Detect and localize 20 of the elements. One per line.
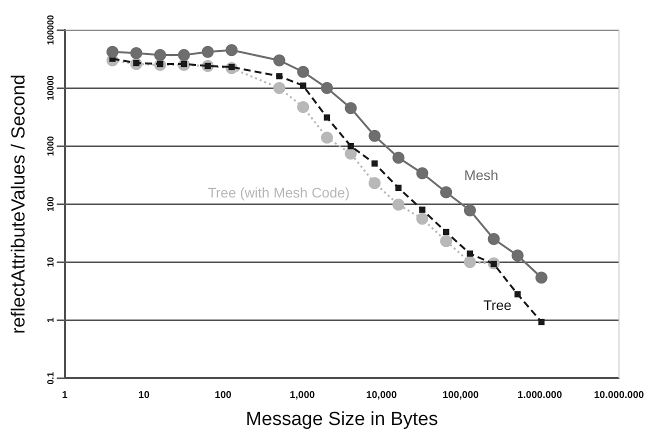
x-tick-label: 10,000 [366,390,398,401]
y-tick-label: 100 [45,196,56,212]
y-tick-label: 10 [45,257,56,268]
x-tick-label: 1,000 [290,390,316,401]
x-tick-label: 100 [214,390,232,401]
series-label: Tree (with Mesh Code) [208,184,350,201]
x-tick-label: 100,000 [442,390,480,401]
series-label: Tree [483,297,512,314]
y-axis-title: reflectAttributeValues / Second [8,74,30,334]
y-tick-label: 0.1 [45,372,56,384]
y-tick-label: 1000 [45,136,56,156]
series-label: Mesh [464,167,498,184]
x-tick-label: 10.000.000 [594,390,644,401]
x-tick-label: 1.000.000 [518,390,562,401]
x-tick-label: 1 [62,390,68,401]
y-tick-label: 1 [45,318,56,323]
y-tick-label: 10000 [45,76,56,101]
x-axis-title: Message Size in Bytes [246,408,438,430]
y-tick-label: 100000 [45,14,56,46]
x-tick-label: 10 [138,390,150,401]
